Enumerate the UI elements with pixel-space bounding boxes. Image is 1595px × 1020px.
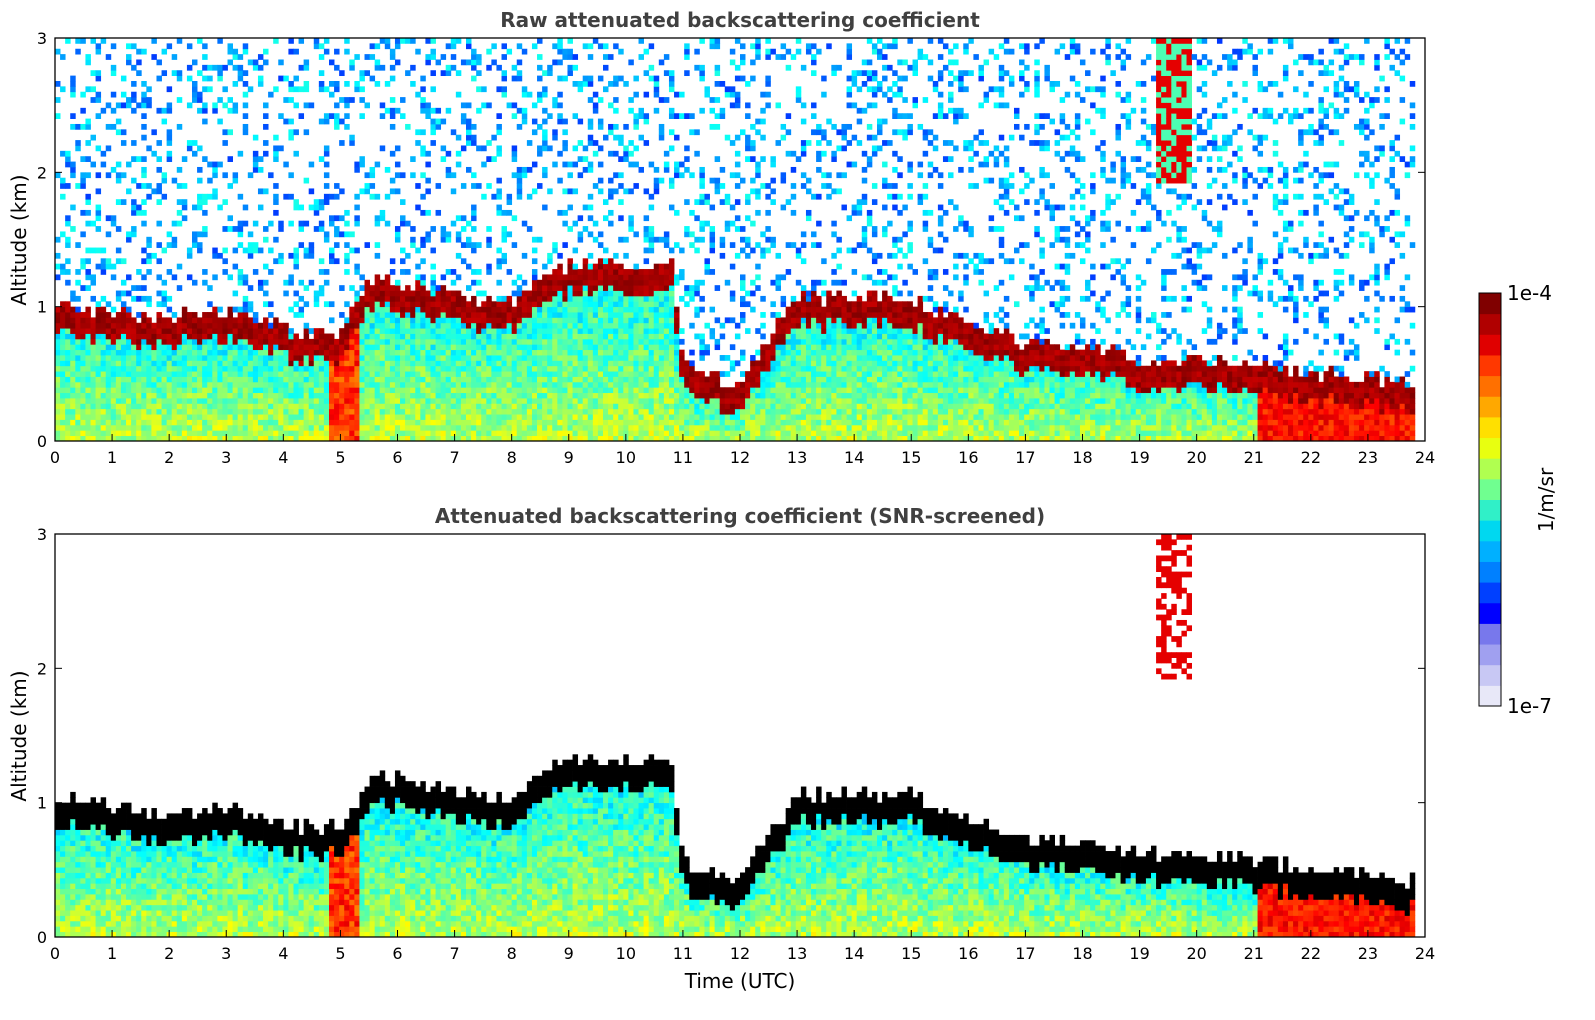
x-tick-label: 6 [392,448,402,467]
y-tick-label: 1 [37,794,47,813]
x-tick-label: 7 [449,448,459,467]
colorbar-segment [1479,520,1501,542]
x-tick-label: 4 [278,944,288,963]
x-tick-label: 2 [164,944,174,963]
x-tick-label: 24 [1415,944,1435,963]
x-tick-label: 9 [564,448,574,467]
x-tick-label: 5 [335,944,345,963]
x-tick-label: 4 [278,448,288,467]
colorbar-segment [1479,334,1501,356]
colorbar-gradient [1479,293,1501,707]
x-axis-label: Time (UTC) [684,969,796,993]
colorbar-segment [1479,375,1501,397]
x-tick-label: 1 [107,448,117,467]
x-tick-label: 23 [1358,944,1378,963]
x-tick-label: 2 [164,448,174,467]
x-tick-label: 0 [50,448,60,467]
colorbar-segment [1479,664,1501,686]
x-tick-label: 1 [107,944,117,963]
colorbar-segment [1479,458,1501,480]
y-axis: 0 1 2 3 [37,29,1425,451]
colorbar-segment [1479,293,1501,315]
x-tick-label: 15 [901,448,921,467]
x-tick-label: 6 [392,944,402,963]
x-tick-label: 10 [616,448,636,467]
x-tick-label: 12 [730,448,750,467]
heatmap-area [55,534,1416,938]
y-tick-label: 3 [37,525,47,544]
colorbar: 1e-4 1e-7 1/m/sr [1478,281,1558,718]
x-tick-label: 17 [1015,448,1035,467]
x-tick-label: 11 [673,944,693,963]
heatmap-area [55,38,1416,442]
y-tick-label: 1 [37,298,47,317]
y-axis: 0 1 2 3 [37,525,1425,947]
x-tick-label: 9 [564,944,574,963]
colorbar-segment [1479,582,1501,604]
colorbar-segment [1479,561,1501,583]
x-tick-label: 19 [1129,448,1149,467]
x-tick-label: 7 [449,944,459,963]
x-tick-label: 24 [1415,448,1435,467]
x-tick-label: 11 [673,448,693,467]
colorbar-segment [1479,396,1501,418]
x-tick-label: 5 [335,448,345,467]
colorbar-frame [1478,292,1502,707]
colorbar-unit-label: 1/m/sr [1534,467,1558,532]
x-tick-label: 13 [787,944,807,963]
x-tick-label: 23 [1358,448,1378,467]
colorbar-segment [1479,685,1501,707]
y-axis-label: Altitude (km) [7,174,31,305]
colorbar-segment [1479,313,1501,335]
x-tick-label: 3 [221,944,231,963]
y-tick-label: 0 [37,432,47,451]
x-tick-label: 15 [901,944,921,963]
x-tick-label: 20 [1186,944,1206,963]
colorbar-segment [1479,416,1501,439]
x-tick-label: 16 [958,448,978,467]
colorbar-segment [1479,540,1501,562]
x-tick-label: 16 [958,944,978,963]
colorbar-segment [1479,499,1501,521]
chart-title: Attenuated backscattering coefficient (S… [435,504,1045,528]
raw-backscatter-panel: Raw attenuated backscattering coefficien… [7,8,1435,467]
x-tick-label: 20 [1186,448,1206,467]
x-tick-label: 0 [50,944,60,963]
x-tick-label: 12 [730,944,750,963]
x-tick-label: 22 [1301,944,1321,963]
colorbar-segment [1479,644,1501,666]
x-tick-label: 13 [787,448,807,467]
colorbar-segment [1479,623,1501,645]
x-tick-label: 18 [1072,944,1092,963]
snr-screened-panel: Attenuated backscattering coefficient (S… [7,504,1435,993]
x-tick-label: 8 [507,944,517,963]
x-tick-label: 22 [1301,448,1321,467]
x-tick-label: 21 [1244,448,1264,467]
y-axis-label: Altitude (km) [7,670,31,801]
colorbar-segment [1479,478,1501,500]
x-tick-label: 14 [844,448,864,467]
x-tick-label: 17 [1015,944,1035,963]
y-tick-label: 0 [37,928,47,947]
y-tick-label: 2 [37,659,47,678]
x-tick-label: 14 [844,944,864,963]
colorbar-segment [1479,602,1501,624]
x-axis: 0 1 2 3 4 5 6 7 8 9 10 11 12 13 14 15 16 17 18 19 20 21 22 23 24 [50,930,1435,963]
y-tick-label: 3 [37,29,47,48]
x-tick-label: 19 [1129,944,1149,963]
chart-title: Raw attenuated backscattering coefficien… [500,8,980,32]
x-tick-label: 18 [1072,448,1092,467]
x-tick-label: 3 [221,448,231,467]
x-tick-label: 21 [1244,944,1264,963]
colorbar-min-label: 1e-7 [1507,694,1552,718]
x-axis: 0 1 2 3 4 5 6 7 8 9 10 11 12 13 14 15 16 17 18 19 20 21 22 23 24 [50,434,1435,467]
y-tick-label: 2 [37,163,47,182]
x-tick-label: 8 [507,448,517,467]
colorbar-segment [1479,437,1501,459]
colorbar-max-label: 1e-4 [1507,281,1552,305]
x-tick-label: 10 [616,944,636,963]
colorbar-segment [1479,354,1501,377]
